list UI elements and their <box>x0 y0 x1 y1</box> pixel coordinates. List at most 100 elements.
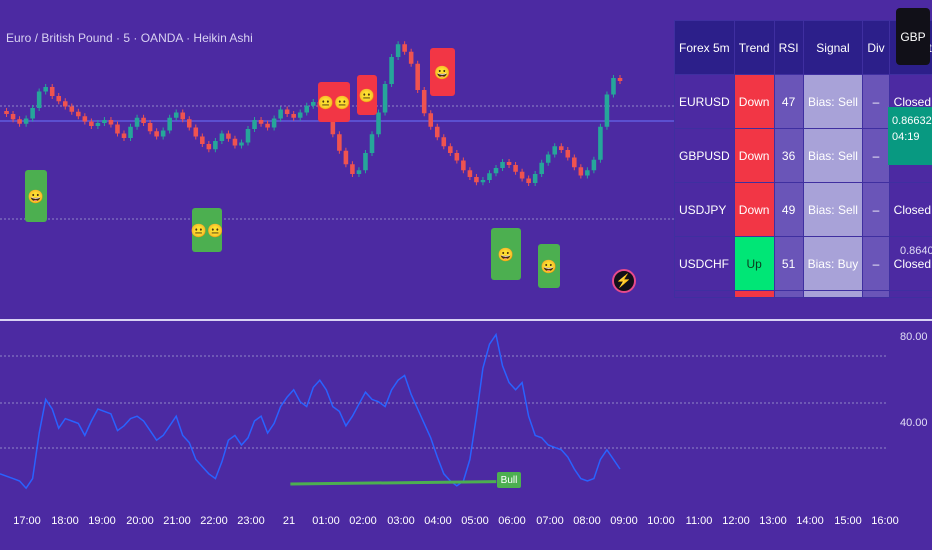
candle-body <box>4 111 9 114</box>
pair-cell: USDJPY <box>674 182 735 237</box>
candle-body <box>284 109 290 114</box>
candle-body <box>552 146 558 155</box>
candle-body <box>526 178 531 183</box>
lightning-icon[interactable]: ⚡ <box>612 269 636 293</box>
pair-cell <box>674 290 735 298</box>
trend-cell <box>733 290 775 298</box>
note-cell: Closed bars <box>888 236 932 291</box>
time-axis-label: 08:00 <box>573 515 601 527</box>
time-axis-label: 15:00 <box>834 515 862 527</box>
candle-body <box>369 134 375 153</box>
candle-body <box>271 118 277 128</box>
candle-body <box>434 126 440 138</box>
candle-body <box>134 117 140 127</box>
candle-body <box>441 137 447 147</box>
symbol-title[interactable]: Euro / British Pound · 5 · OANDA · Heiki… <box>6 31 253 45</box>
candle-body <box>480 180 486 183</box>
candle-body <box>115 124 120 134</box>
candle-body <box>17 119 22 124</box>
rsi-axis-label: 40.00 <box>900 417 928 429</box>
rsi-cell: 36 <box>773 128 804 183</box>
time-axis-label: 04:00 <box>424 515 452 527</box>
candle-body <box>193 127 199 137</box>
time-axis-label: 18:00 <box>51 515 79 527</box>
div-cell: – <box>862 74 890 129</box>
time-axis-label: 19:00 <box>88 515 116 527</box>
trend-cell: Down <box>733 182 775 237</box>
time-axis-label: 01:00 <box>312 515 340 527</box>
candle-body <box>402 44 407 52</box>
candle-body <box>265 123 270 128</box>
candle-body <box>232 138 238 146</box>
candle-body <box>278 109 283 119</box>
candle-body <box>611 78 616 95</box>
rsi-line <box>0 332 621 490</box>
candle-body <box>539 162 544 174</box>
candle-body <box>180 112 186 120</box>
time-axis-label: 13:00 <box>759 515 787 527</box>
rsi-cell: 49 <box>773 182 804 237</box>
candle-body <box>572 157 577 168</box>
bullish-emoji-marker[interactable]: 😐 😐 <box>191 208 223 252</box>
candle-body <box>356 170 362 174</box>
candle-body <box>421 90 427 114</box>
candle-body <box>141 117 146 123</box>
candle-body <box>297 112 303 118</box>
rsi-cell <box>773 290 804 298</box>
candle-body <box>500 162 505 168</box>
candle-body <box>474 177 479 183</box>
price-axis-label: 0.86400 <box>900 245 932 257</box>
currency-button[interactable]: GBP <box>896 8 930 65</box>
rsi-axis-label: 80.00 <box>900 331 928 343</box>
bearish-emoji-marker[interactable]: 😐 <box>357 75 377 115</box>
candle-body <box>376 112 381 135</box>
div-cell: – <box>862 236 890 291</box>
candle-body <box>245 129 251 143</box>
header-rsi: RSI <box>773 20 804 75</box>
candle-body <box>219 133 225 141</box>
candle-body <box>76 111 81 117</box>
candle-body <box>226 133 231 139</box>
bearish-emoji-marker[interactable]: 😐 😐 <box>318 82 350 122</box>
candle-body <box>382 84 388 113</box>
signal-cell <box>802 290 864 298</box>
candle-body <box>10 114 16 120</box>
candle-body <box>186 119 192 128</box>
candle-body <box>121 133 127 138</box>
candle-body <box>147 123 153 132</box>
pair-cell: USDCHF <box>674 236 735 291</box>
candle-body <box>585 170 590 176</box>
time-axis-label: 02:00 <box>349 515 377 527</box>
candle-body <box>461 160 466 171</box>
candle-body <box>408 51 414 64</box>
candle-body <box>363 153 368 171</box>
candle-body <box>343 150 349 165</box>
dashboard-row-partial <box>674 290 932 298</box>
candle-body <box>108 120 114 125</box>
candle-body <box>558 146 564 150</box>
bar-countdown: 04:19 <box>892 131 920 143</box>
time-axis-label: 10:00 <box>647 515 675 527</box>
pair-cell: EURUSD <box>674 74 735 129</box>
candle-body <box>395 44 401 57</box>
candle-body <box>565 150 571 158</box>
bullish-emoji-marker[interactable]: 😀 <box>491 228 521 280</box>
candle-body <box>89 121 94 126</box>
bullish-emoji-marker[interactable]: 😀 <box>25 170 47 222</box>
candle-body <box>337 134 342 151</box>
rsi-pane <box>0 332 621 490</box>
candle-body <box>532 174 538 183</box>
candle-body <box>213 141 218 150</box>
candle-body <box>291 114 296 118</box>
time-axis-label: 16:00 <box>871 515 899 527</box>
horizontal-guide-lines <box>0 105 932 449</box>
bearish-emoji-marker[interactable]: 😀 <box>430 48 455 96</box>
candle-body <box>56 96 62 102</box>
time-axis-label: 14:00 <box>796 515 824 527</box>
header-signal: Signal <box>802 20 864 75</box>
bullish-emoji-marker[interactable]: 😀 <box>538 244 560 288</box>
trend-cell: Down <box>733 74 775 129</box>
candle-body <box>252 120 257 129</box>
